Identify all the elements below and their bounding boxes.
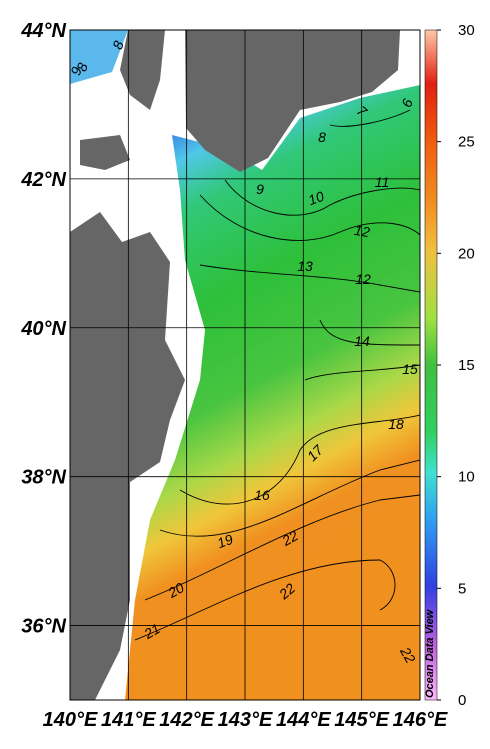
- lon-tick-label: 143°E: [218, 709, 273, 731]
- lon-tick-label: 146°E: [393, 709, 448, 731]
- temperature-field: [70, 30, 128, 84]
- contour-label: 13: [297, 258, 313, 274]
- contour-line: [319, 319, 420, 346]
- contour-label: 18: [388, 416, 404, 432]
- temperature-field: [125, 85, 420, 700]
- lat-tick-label: 42°N: [20, 169, 66, 191]
- contour-label: 8: [318, 129, 326, 145]
- lat-tick-label: 36°N: [21, 616, 66, 638]
- contour-label: 22: [397, 643, 419, 666]
- colorbar-tick-label: 5: [458, 580, 466, 597]
- contour-label: 21: [140, 620, 162, 642]
- contour-label: 19: [215, 531, 235, 551]
- contour-line: [144, 494, 420, 601]
- colorbar-tick-label: 10: [458, 469, 475, 486]
- contour-line: [304, 364, 420, 381]
- contour-label: 10: [306, 188, 326, 208]
- lon-tick-label: 144°E: [276, 709, 331, 731]
- lon-tick-label: 141°E: [101, 709, 156, 731]
- contour-line: [224, 179, 420, 216]
- contour-label: 12: [355, 271, 371, 287]
- contour-line: [134, 559, 396, 641]
- contour-line: [199, 194, 420, 241]
- colorbar-tick-label: 0: [458, 692, 466, 709]
- contours: [134, 109, 420, 641]
- contour-label: 11: [375, 174, 390, 190]
- contour-label: 12: [353, 222, 371, 240]
- contour-line: [199, 264, 420, 293]
- colorbar-tick-label: 30: [458, 22, 475, 39]
- contour-label: 15: [402, 361, 418, 377]
- contour-line: [329, 109, 411, 127]
- lat-tick-label: 44°N: [20, 20, 66, 42]
- lon-tick-label: 142°E: [159, 709, 214, 731]
- contour-label: 22: [278, 527, 301, 549]
- land: [185, 30, 400, 172]
- contour-label: 14: [354, 333, 370, 349]
- contour-label: 9: [256, 181, 264, 197]
- contour-label: 16: [254, 487, 270, 503]
- lon-tick-label: 140°E: [43, 709, 98, 731]
- colorbar-tick-label: 20: [458, 245, 475, 262]
- lat-tick-label: 38°N: [21, 467, 66, 489]
- colorbar-tick-label: 15: [458, 357, 475, 374]
- lon-tick-label: 145°E: [334, 709, 389, 731]
- land: [120, 30, 165, 110]
- contour-label: 20: [164, 579, 187, 601]
- lat-tick-label: 40°N: [20, 318, 66, 340]
- colorbar-tick-label: 25: [458, 134, 475, 151]
- land: [70, 212, 185, 700]
- watermark: Ocean Data View: [424, 608, 436, 698]
- contour-line: [179, 414, 420, 505]
- colorbar: [424, 29, 438, 701]
- land: [80, 135, 130, 170]
